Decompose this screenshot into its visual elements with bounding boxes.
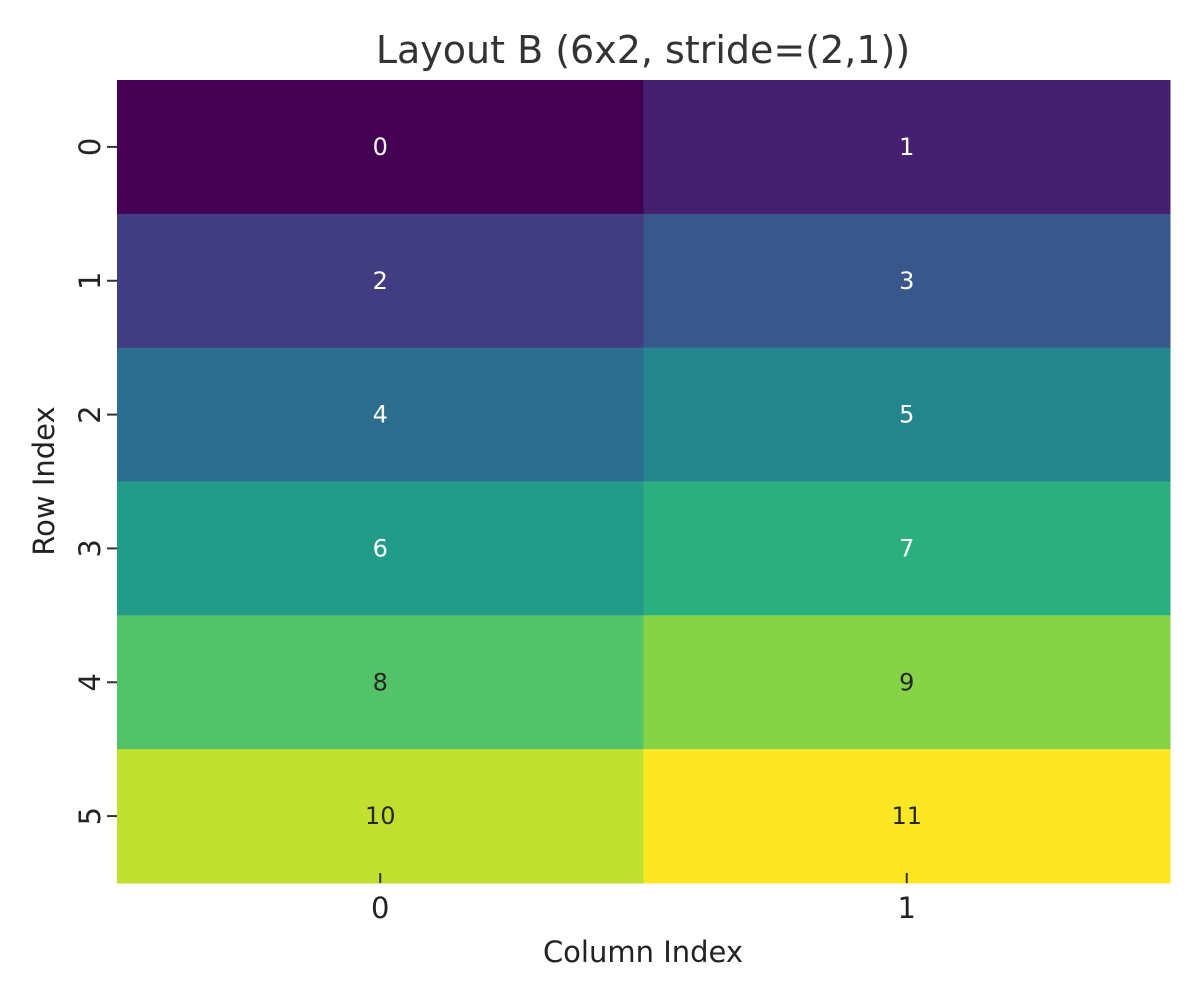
heatmap-cell [117, 749, 644, 884]
y-tick-label: 4 [73, 673, 107, 691]
heatmap-cell [643, 80, 1171, 215]
heatmap-cell [643, 213, 1171, 349]
cell-value-label: 11 [891, 802, 922, 830]
cell-value-label: 2 [373, 267, 388, 295]
y-axis-label: Row Index [27, 406, 61, 555]
cell-value-label: 0 [373, 133, 388, 161]
heatmap-cell [643, 749, 1171, 884]
cell-value-label: 9 [899, 668, 914, 696]
heatmap-cell [117, 213, 644, 349]
cell-value-label: 6 [373, 534, 388, 562]
y-tick-label: 2 [73, 405, 107, 423]
heatmap-cell-labels: 0 1 2 3 4 5 6 7 8 9 10 11 [365, 133, 922, 830]
y-tick-label: 3 [73, 539, 107, 557]
cell-value-label: 5 [899, 401, 914, 429]
heatmap-cell [117, 481, 644, 616]
x-tick-label: 0 [371, 891, 389, 925]
heatmap-cell [643, 347, 1171, 482]
heatmap-cell [117, 80, 644, 215]
x-tick-label: 1 [898, 891, 916, 925]
heatmap-cells [117, 80, 1171, 884]
cell-value-label: 4 [373, 401, 388, 429]
cell-value-label: 3 [899, 267, 914, 295]
heatmap-cell [643, 481, 1171, 616]
cell-value-label: 1 [899, 133, 914, 161]
y-axis: 0 1 2 3 4 5 [73, 138, 117, 825]
cell-value-label: 10 [365, 802, 396, 830]
heatmap-cell [117, 347, 644, 482]
heatmap-cell [117, 615, 644, 750]
y-tick-label: 1 [73, 272, 107, 290]
cell-value-label: 7 [899, 534, 914, 562]
x-axis-label: Column Index [543, 935, 743, 969]
chart-title: Layout B (6x2, stride=(2,1)) [376, 28, 910, 72]
y-tick-label: 0 [73, 138, 107, 156]
y-tick-label: 5 [73, 807, 107, 825]
cell-value-label: 8 [373, 668, 388, 696]
heatmap-cell [643, 615, 1171, 750]
